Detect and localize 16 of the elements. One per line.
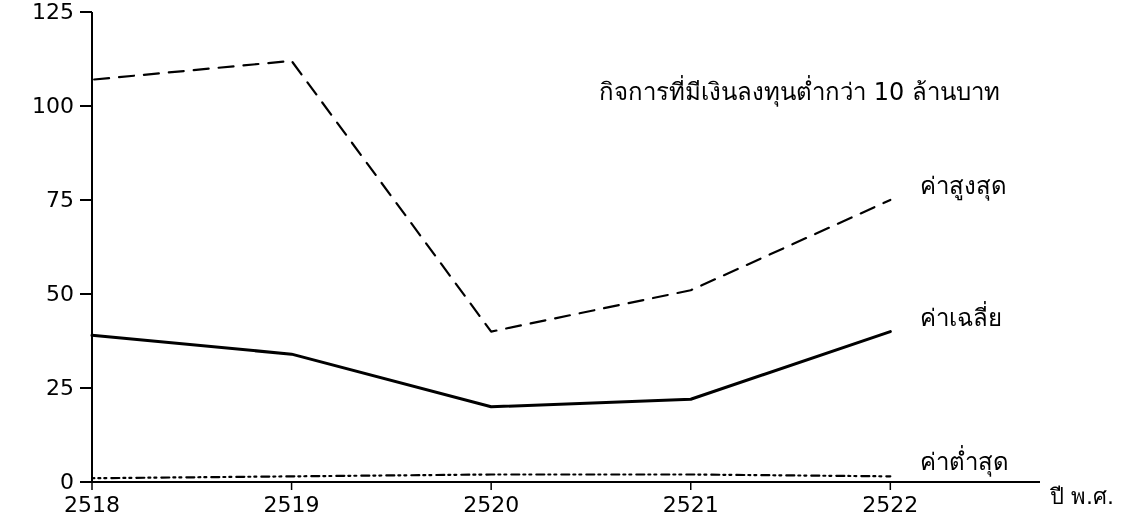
- y-tick-label: 75: [46, 187, 74, 212]
- series-label: ค่าสูงสุด: [920, 172, 1008, 201]
- y-tick-label: 125: [32, 0, 74, 24]
- series-label: ค่าต่ำสุด: [920, 445, 1010, 478]
- x-axis-title: ปี พ.ศ.: [1049, 484, 1114, 509]
- x-tick-label: 2518: [64, 492, 120, 517]
- series-label: ค่าเฉลี่ย: [920, 300, 1003, 332]
- x-tick-label: 2521: [662, 492, 719, 517]
- text: กิจการที่มีเงินลงทุนต่ำกว่า 10 ล้านบาท: [599, 75, 1000, 107]
- x-tick-label: 2522: [862, 492, 919, 517]
- x-tick-label: 2520: [463, 492, 520, 517]
- y-tick-label: 50: [46, 281, 74, 306]
- y-tick-label: 25: [46, 375, 74, 400]
- y-tick-label: 100: [32, 93, 74, 118]
- y-tick-label: 0: [60, 469, 74, 494]
- x-tick-label: 2519: [263, 492, 320, 517]
